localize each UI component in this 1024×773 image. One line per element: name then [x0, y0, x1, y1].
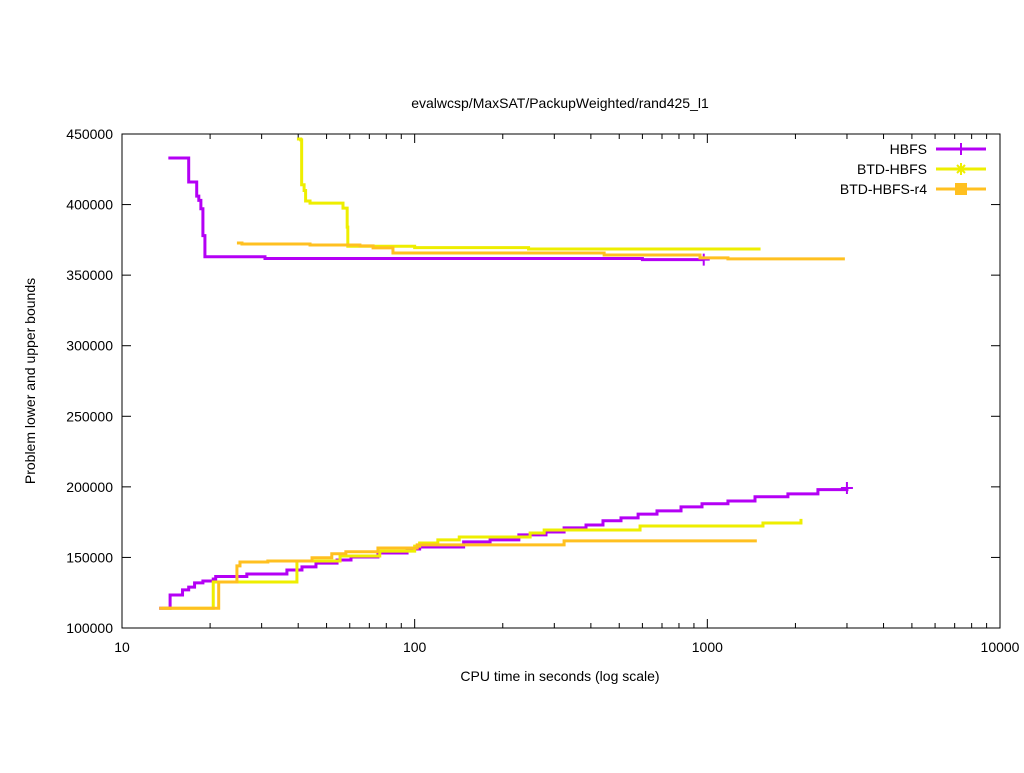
series-btd-hbfs — [162, 137, 803, 610]
series-line-upper — [236, 241, 845, 261]
legend-label: HBFS — [890, 141, 927, 157]
y-tick-label: 450000 — [66, 126, 113, 142]
y-tick-label: 300000 — [66, 338, 113, 354]
y-tick-label: 150000 — [66, 549, 113, 565]
plus-marker-icon — [840, 481, 853, 494]
legend: HBFS BTD-HBFS BTD-HBFS-r4 — [840, 141, 986, 197]
x-tick-label: 10000 — [981, 639, 1020, 655]
y-tick-label: 400000 — [66, 197, 113, 213]
plot-area — [159, 137, 853, 610]
x-tick-label: 100 — [403, 639, 427, 655]
x-axis-label: CPU time in seconds (log scale) — [460, 668, 659, 684]
axes: 100000 150000 200000 250000 300000 350000 4000… — [66, 126, 1019, 655]
square-marker-icon — [955, 183, 967, 195]
x-tick-label: 1000 — [692, 639, 723, 655]
y-tick-label: 250000 — [66, 408, 113, 424]
star-marker-icon — [955, 163, 967, 175]
y-tick-label: 350000 — [66, 267, 113, 283]
series-line-upper — [168, 156, 704, 262]
x-tick-label: 10 — [114, 639, 130, 655]
plot-border — [121, 133, 1001, 629]
chart-title: evalwcsp/MaxSAT/PackupWeighted/rand425_l… — [411, 95, 709, 111]
series-line-lower — [159, 539, 757, 610]
y-axis-label: Problem lower and upper bounds — [22, 278, 38, 484]
y-tick-label: 100000 — [66, 620, 113, 636]
plus-marker-icon — [955, 143, 967, 155]
legend-label: BTD-HBFS-r4 — [840, 181, 927, 197]
series-line-lower — [159, 487, 849, 610]
series-line-upper — [296, 137, 761, 251]
series-line-lower — [162, 518, 803, 610]
y-tick-label: 200000 — [66, 479, 113, 495]
legend-label: BTD-HBFS — [857, 161, 927, 177]
plus-marker-icon — [697, 253, 710, 266]
series-btd-hbfs-r4 — [159, 241, 845, 610]
